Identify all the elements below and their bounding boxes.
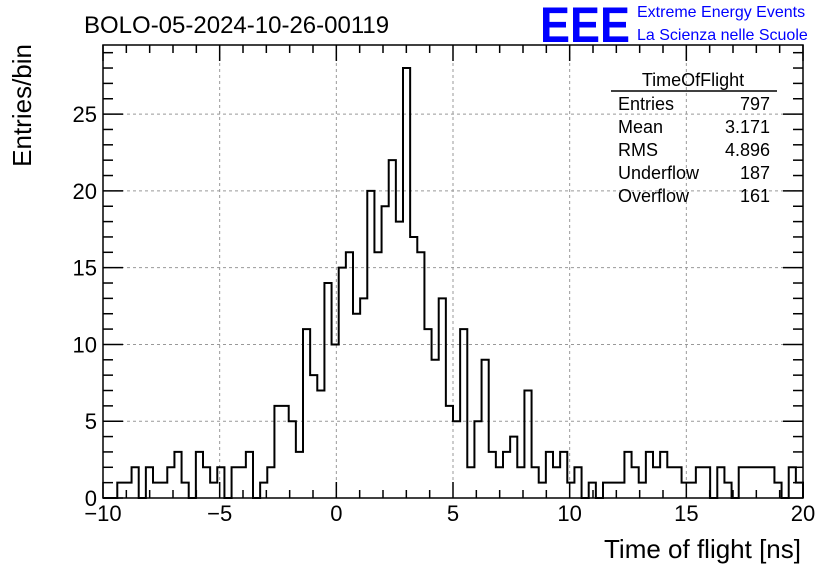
y-tick-label: 10	[73, 332, 97, 357]
y-tick-label: 25	[73, 102, 97, 127]
stats-label: Mean	[618, 117, 663, 137]
stats-value: 187	[740, 163, 770, 183]
eee-logo: EEE Extreme Energy Events La Scienza nel…	[540, 0, 808, 53]
stats-rows: Entries 797 Mean 3.171 RMS 4.896 Underflow 187 O…	[618, 94, 770, 206]
x-tick-label: −5	[207, 501, 232, 526]
x-tick-label: −10	[84, 501, 121, 526]
y-tick-label: 0	[85, 486, 97, 511]
x-tick-label: 10	[557, 501, 581, 526]
stats-value: 4.896	[725, 140, 770, 160]
y-tick-labels: 0 5 10 15 20 25	[73, 102, 97, 511]
x-tick-label: 20	[791, 501, 815, 526]
axis-ticks	[102, 45, 804, 499]
stats-label: Entries	[618, 94, 674, 114]
x-tick-label: 5	[447, 501, 459, 526]
stats-value: 3.171	[725, 117, 770, 137]
chart-title: BOLO-05-2024-10-26-00119	[84, 12, 389, 39]
y-tick-label: 20	[73, 179, 97, 204]
stats-label: Underflow	[618, 163, 700, 183]
x-axis-title: Time of flight [ns]	[604, 534, 801, 564]
y-tick-label: 15	[73, 256, 97, 281]
y-tick-label: 5	[85, 409, 97, 434]
grid-lines	[103, 45, 803, 498]
x-tick-label: 15	[674, 501, 698, 526]
logo-line2: La Scienza nelle Scuole	[637, 27, 808, 44]
x-tick-labels: −10 −5 0 5 10 15 20	[84, 501, 815, 526]
x-tick-label: 0	[330, 501, 342, 526]
logo-text: EEE	[540, 0, 630, 53]
stats-value: 161	[740, 186, 770, 206]
stats-label: RMS	[618, 140, 658, 160]
stats-label: Overflow	[618, 186, 690, 206]
logo-line1: Extreme Energy Events	[637, 4, 805, 21]
stats-box: TimeOfFlight Entries 797 Mean 3.171 RMS 4.896…	[611, 70, 777, 206]
stats-title: TimeOfFlight	[642, 70, 744, 90]
stats-value: 797	[740, 94, 770, 114]
y-axis-title: Entries/bin	[7, 44, 37, 167]
histogram-series	[103, 67, 804, 499]
